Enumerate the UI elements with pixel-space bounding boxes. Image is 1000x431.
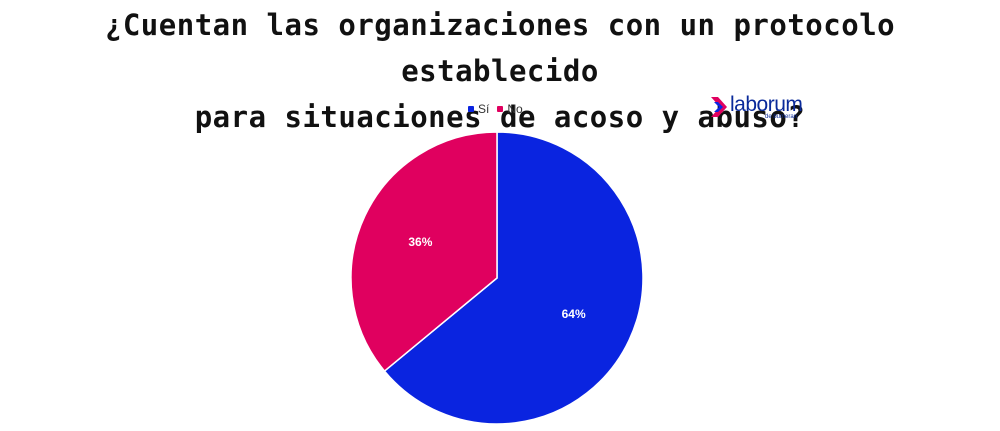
chart-legend: Sí No (468, 101, 523, 117)
brand-tagline: de bumeran (765, 114, 798, 120)
data-label-si: 64% (562, 307, 586, 321)
brand-name: laborum (730, 93, 803, 116)
pie-slice-no (350, 131, 498, 373)
legend-item-no: No (497, 102, 523, 116)
legend-item-si: Sí (468, 102, 489, 116)
legend-label-si: Sí (478, 102, 490, 116)
chart-title-line-1: ¿Cuentan las organizaciones con un proto… (104, 8, 896, 88)
brand-chevron-icon (711, 97, 727, 117)
brand-logo: laborum de bumeran (710, 93, 810, 122)
legend-label-no: No (507, 102, 523, 116)
legend-swatch-si (468, 106, 474, 112)
chart-title: ¿Cuentan las organizaciones con un proto… (0, 0, 1000, 140)
pie-slice-si (383, 131, 644, 425)
legend-swatch-no (497, 106, 504, 112)
chart-title-line-2: para situaciones de acoso y abuso? (194, 100, 806, 134)
data-label-no: 36% (408, 235, 432, 249)
